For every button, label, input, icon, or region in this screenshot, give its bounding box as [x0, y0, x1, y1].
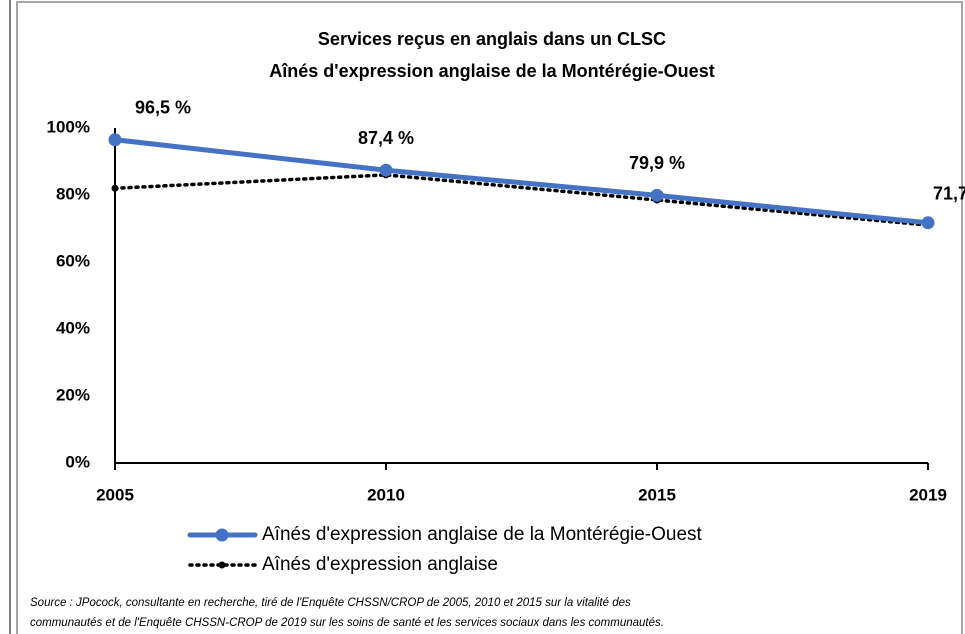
- chart-title: Services reçus en anglais dans un CLSC: [318, 29, 666, 49]
- y-tick-label: 80%: [56, 184, 90, 203]
- legend-marker: [218, 561, 226, 569]
- y-tick-label: 40%: [56, 318, 90, 337]
- x-tick-label: 2005: [96, 485, 134, 504]
- frame: [16, 1, 963, 634]
- point: [921, 216, 935, 230]
- y-tick-label: 60%: [56, 251, 90, 270]
- point: [650, 188, 664, 202]
- y-tick-label: 0%: [65, 452, 90, 471]
- legend-label: Aînés d'expression anglaise: [262, 554, 498, 575]
- data-label: 87,4 %: [358, 128, 414, 148]
- x-tick-label: 2015: [638, 485, 676, 504]
- y-tick-label: 20%: [56, 385, 90, 404]
- point: [379, 163, 393, 177]
- point: [111, 184, 119, 192]
- legend-label: Aînés d'expression anglaise de la Montér…: [262, 524, 703, 545]
- y-tick-label: 100%: [47, 117, 90, 136]
- series-line: [113, 173, 930, 227]
- data-label: 96,5 %: [135, 97, 191, 117]
- source: Source : JPocock, consultante en recherc…: [30, 597, 631, 609]
- x-tick-label: 2010: [367, 485, 405, 504]
- chart-title: Aînés d'expression anglaise de la Montér…: [269, 61, 714, 81]
- source: communautés et de l'Enquête CHSSN-CROP d…: [30, 617, 664, 629]
- legend-marker: [215, 528, 229, 542]
- series-line: [112, 137, 931, 226]
- data-label: 71,7 %: [933, 184, 965, 204]
- point: [108, 133, 122, 147]
- x-tick-label: 2019: [909, 485, 947, 504]
- data-label: 79,9 %: [629, 153, 685, 173]
